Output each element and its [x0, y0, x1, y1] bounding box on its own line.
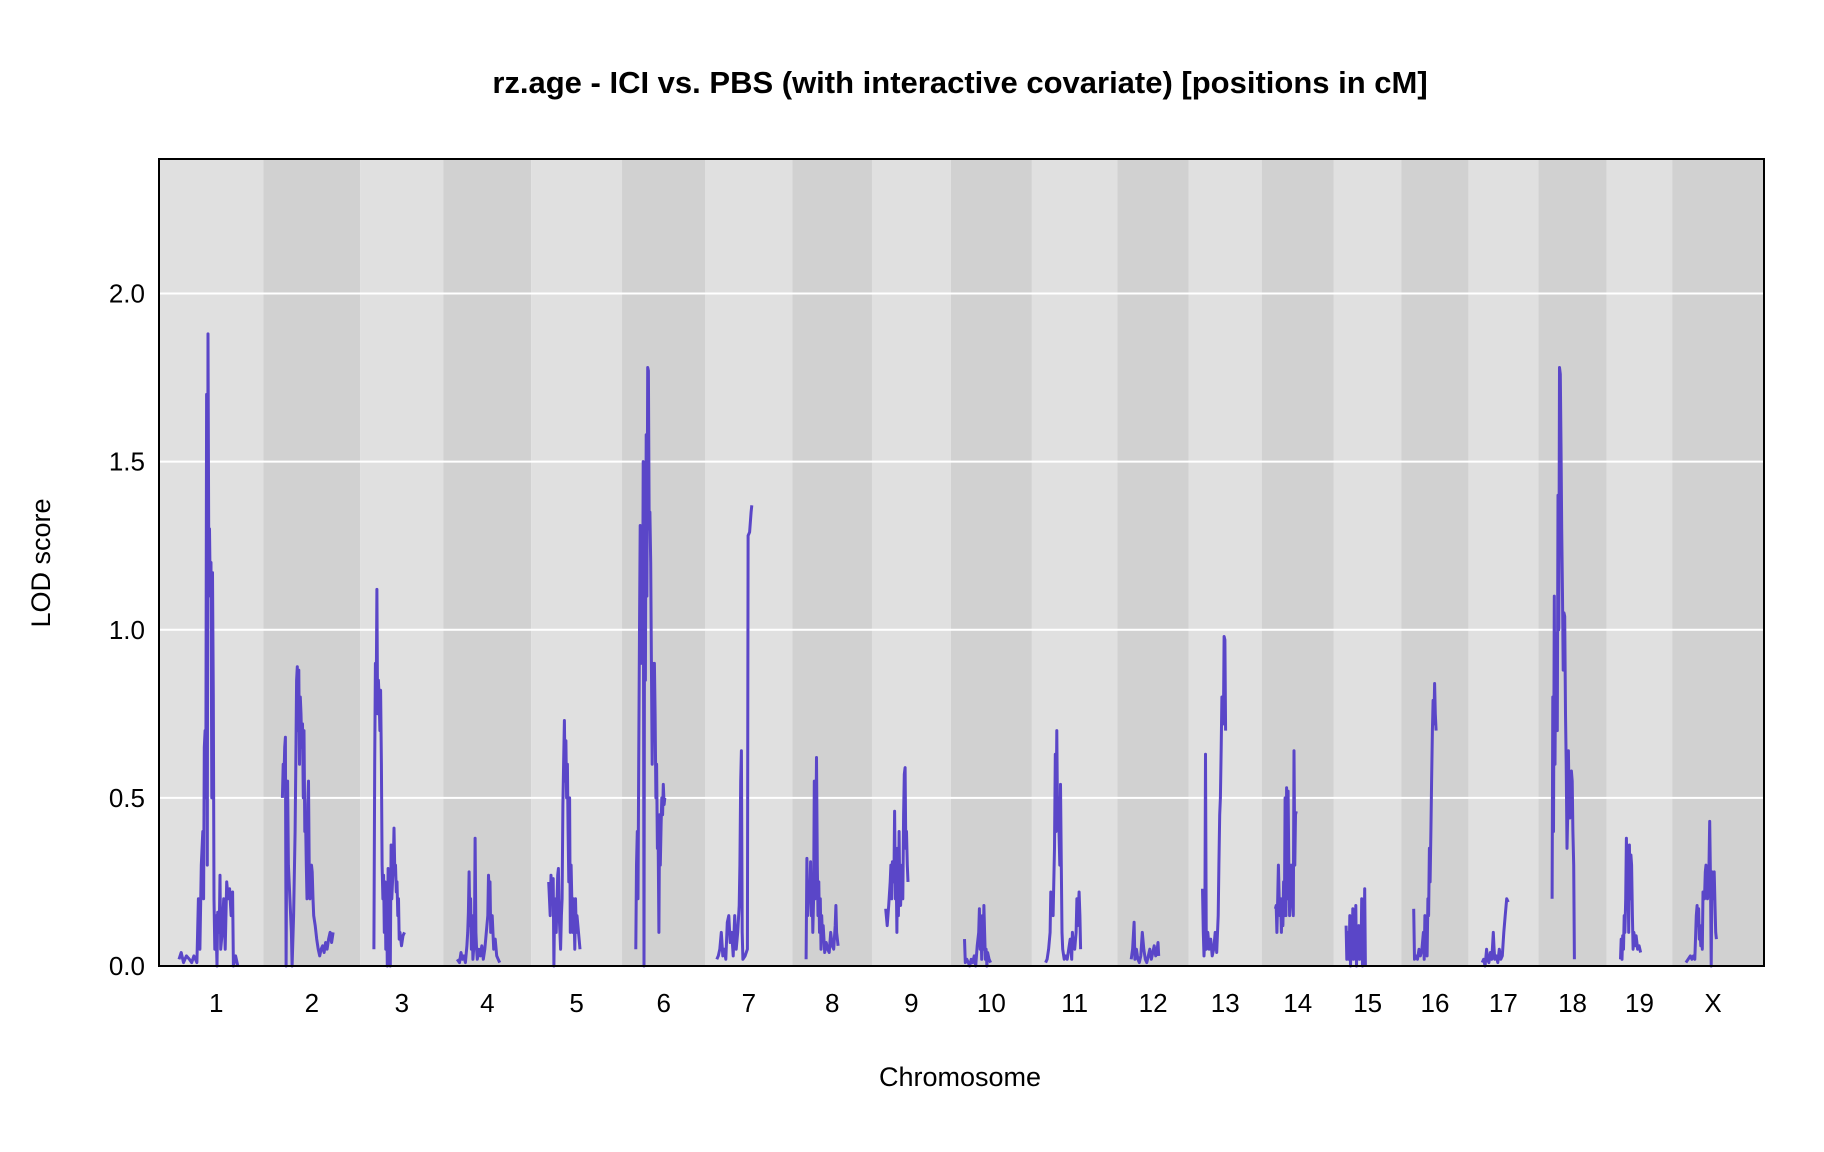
x-tick-label-chr-18: 18	[1558, 988, 1587, 1018]
band-chr-14	[1261, 159, 1334, 966]
lod-curve-chr-8	[804, 756, 840, 960]
x-tick-label-chr-8: 8	[825, 988, 839, 1018]
grid-lines	[159, 292, 1764, 799]
lod-curve-chr-1	[177, 332, 240, 968]
y-axis-ticks: 0.0 0.5 1.0 1.5 2.0	[109, 279, 145, 982]
chromosome-bands	[159, 159, 1764, 966]
lod-curve-chr-15	[1344, 887, 1367, 968]
x-tick-label-chr-3: 3	[395, 988, 409, 1018]
x-tick-label-chr-15: 15	[1353, 988, 1382, 1018]
lod-curve-chr-14	[1273, 749, 1298, 934]
lod-curve-chr-17	[1480, 897, 1510, 968]
lod-curve-chr-4	[455, 836, 502, 965]
lod-curves	[177, 332, 1718, 968]
lod-curve-chr-11	[1044, 729, 1083, 964]
y-tick-label: 1.5	[109, 447, 145, 477]
x-tick-label-chr-1: 1	[209, 988, 223, 1018]
band-chr-13	[1188, 159, 1262, 966]
band-chr-6	[622, 159, 706, 966]
band-chr-4	[443, 159, 532, 966]
band-chr-9	[871, 159, 951, 966]
band-chr-8	[792, 159, 872, 966]
x-tick-label-chr-10: 10	[977, 988, 1006, 1018]
y-tick-label: 0.5	[109, 783, 145, 813]
x-tick-label-chr-6: 6	[656, 988, 670, 1018]
lod-curve-chr-6	[634, 366, 667, 968]
lod-curve-chr-19	[1619, 836, 1643, 961]
lod-curve-chr-13	[1201, 635, 1228, 958]
band-chr-19	[1606, 159, 1673, 966]
x-tick-label-chr-2: 2	[305, 988, 319, 1018]
band-chr-12	[1117, 159, 1189, 966]
x-tick-label-chr-7: 7	[742, 988, 756, 1018]
lod-curve-chr-7	[715, 505, 754, 961]
x-tick-label-chr-12: 12	[1139, 988, 1168, 1018]
band-chr-11	[1031, 159, 1118, 966]
band-chr-3	[360, 159, 444, 966]
x-tick-label-chr-13: 13	[1211, 988, 1240, 1018]
y-axis-label: LOD score	[26, 498, 56, 627]
x-axis-label: Chromosome	[879, 1062, 1041, 1092]
lod-curve-chr-18	[1550, 366, 1576, 960]
y-tick-label: 2.0	[109, 279, 145, 309]
band-chr-2	[263, 159, 361, 966]
band-chr-X	[1672, 159, 1764, 966]
band-chr-10	[950, 159, 1032, 966]
x-tick-label-chr-X: X	[1704, 988, 1721, 1018]
x-tick-label-chr-14: 14	[1283, 988, 1312, 1018]
y-tick-label: 1.0	[109, 615, 145, 645]
x-tick-label-chr-19: 19	[1625, 988, 1654, 1018]
lod-curve-chr-X	[1684, 819, 1718, 968]
x-tick-label-chr-4: 4	[480, 988, 494, 1018]
lod-curve-chr-5	[547, 719, 582, 968]
x-tick-label-chr-17: 17	[1489, 988, 1518, 1018]
lod-curve-chr-12	[1129, 920, 1161, 965]
x-axis-ticks: 1 2 3 4 5 6 7 8 9 10 11 12 13 14 15 16 17 18 19 X	[209, 988, 1722, 1018]
band-chr-15	[1333, 159, 1402, 966]
y-tick-label: 0.0	[109, 951, 145, 981]
lod-curve-chr-3	[372, 587, 406, 968]
x-tick-label-chr-5: 5	[569, 988, 583, 1018]
band-chr-16	[1401, 159, 1469, 966]
plot-frame	[158, 158, 1765, 967]
x-tick-label-chr-9: 9	[904, 988, 918, 1018]
x-tick-label-chr-11: 11	[1061, 988, 1088, 1018]
band-chr-17	[1468, 159, 1539, 966]
lod-curve-chr-16	[1412, 682, 1438, 961]
chart-title: rz.age - ICI vs. PBS (with interactive c…	[492, 65, 1427, 100]
band-chr-5	[531, 159, 623, 966]
lod-curve-chr-9	[884, 766, 910, 934]
lod-curve-chr-2	[280, 665, 335, 968]
x-tick-label-chr-16: 16	[1421, 988, 1450, 1018]
